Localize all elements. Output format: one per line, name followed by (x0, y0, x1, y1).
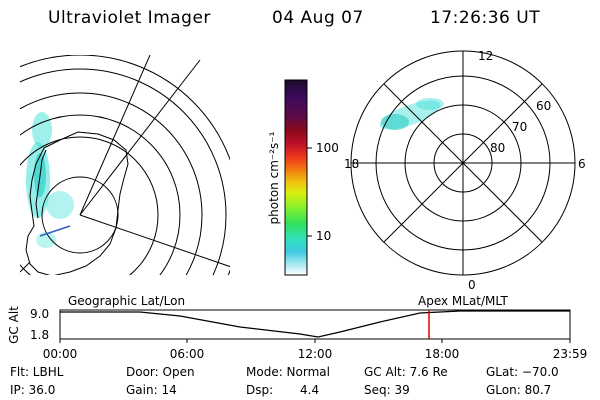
mlt-label-0: 0 (468, 278, 476, 292)
gc-alt-info: GC Alt: 7.6 Re (364, 365, 448, 379)
mlat-label-60: 60 (536, 99, 551, 113)
apex-label: Apex MLat/MLT (418, 294, 508, 308)
time-label: 17:26:36 UT (430, 8, 541, 28)
page-title: Ultraviolet Imager (48, 8, 211, 28)
door-info: Door: Open (126, 365, 195, 379)
x-tick-1200: 12:00 (298, 347, 333, 361)
geographic-map (20, 55, 230, 275)
y-tick-1-8: 1.8 (30, 328, 49, 342)
mlt-label-6: 6 (578, 157, 586, 171)
altitude-plot (59, 309, 571, 343)
aurora-emission-geo (26, 112, 74, 248)
x-tick-0000: 00:00 (43, 347, 78, 361)
gc-alt-axis-label: GC Alt (7, 306, 21, 344)
y-tick-9: 9.0 (30, 307, 49, 321)
colorbar-unit-label: photon cm⁻²s⁻¹ (267, 131, 281, 224)
seq-info: Seq: 39 (364, 383, 410, 397)
colorbar-tick-10: 10 (316, 229, 331, 243)
geo-footprint (39, 225, 71, 237)
ip-info: IP: 36.0 (10, 383, 55, 397)
x-tick-1800: 18:00 (425, 347, 460, 361)
x-tick-2359: 23:59 (553, 347, 588, 361)
x-tick-0600: 06:00 (170, 347, 205, 361)
apex-polar-plot (350, 50, 576, 276)
colorbar-tick-100: 100 (316, 141, 339, 155)
date-label: 04 Aug 07 (272, 8, 364, 28)
mode-info: Mode: Normal (246, 365, 330, 379)
geographic-label: Geographic Lat/Lon (68, 294, 185, 308)
filter-info: Flt: LBHL (10, 365, 64, 379)
dsp-value: 4.4 (300, 383, 319, 397)
mlt-label-12: 12 (478, 49, 493, 63)
mlt-label-18: 18 (344, 157, 359, 171)
aurora-emission-apex (379, 98, 444, 130)
dsp-label: Dsp: (246, 383, 273, 397)
glon-info: GLon: 80.7 (486, 383, 551, 397)
gain-info: Gain: 14 (126, 383, 177, 397)
glat-info: GLat: −70.0 (486, 365, 559, 379)
mlat-label-80: 80 (490, 141, 505, 155)
altitude-curve (60, 310, 570, 338)
mlat-label-70: 70 (512, 120, 527, 134)
colorbar (284, 79, 308, 276)
